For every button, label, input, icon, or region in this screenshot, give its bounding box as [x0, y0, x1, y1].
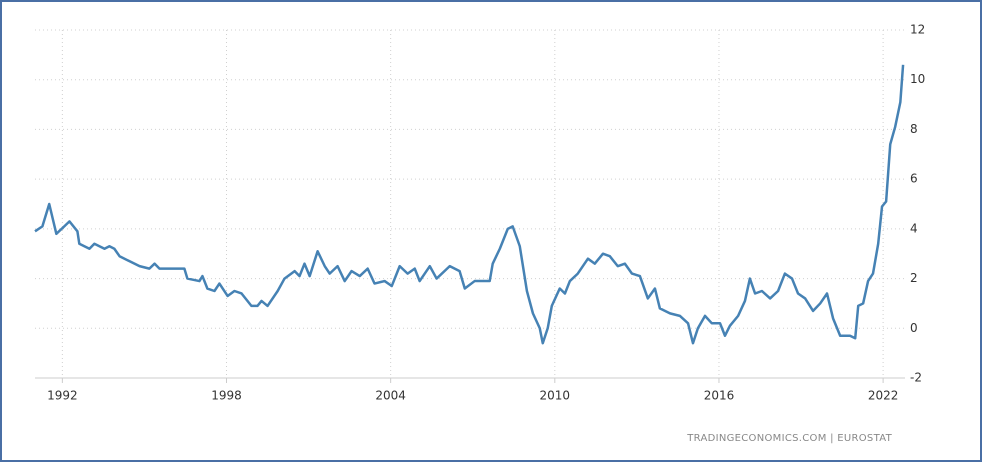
y-tick-label: 8: [910, 122, 918, 136]
x-tick-label: 2010: [540, 389, 571, 403]
line: [34, 64, 905, 345]
x-tick-label: 2004: [375, 389, 406, 403]
x-tick-label: 1998: [211, 389, 242, 403]
y-tick-label: 4: [910, 221, 918, 235]
x-tick-label: 1992: [47, 389, 78, 403]
x-tick-label: 2016: [704, 389, 735, 403]
y-tick-label: -2: [910, 371, 922, 385]
y-tick-label: 0: [910, 321, 918, 335]
y-tick-label: 6: [910, 172, 918, 186]
y-tick-label: 12: [910, 23, 925, 37]
source: TRADINGECONOMICS.COM | EUROSTAT: [686, 433, 892, 444]
y-tick-label: 2: [910, 271, 918, 285]
y-tick-label: 10: [910, 72, 925, 86]
x-tick-label: 2022: [868, 389, 899, 403]
